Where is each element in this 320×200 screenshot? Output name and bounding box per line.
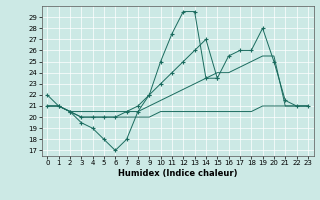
- X-axis label: Humidex (Indice chaleur): Humidex (Indice chaleur): [118, 169, 237, 178]
